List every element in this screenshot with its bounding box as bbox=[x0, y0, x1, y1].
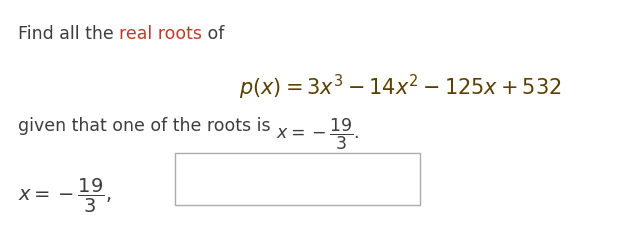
FancyBboxPatch shape bbox=[175, 153, 420, 205]
Text: of: of bbox=[203, 25, 225, 43]
Text: real roots: real roots bbox=[119, 25, 203, 43]
Text: $p(x) = 3x^3 - 14x^2 - 125x + 532$: $p(x) = 3x^3 - 14x^2 - 125x + 532$ bbox=[239, 73, 562, 102]
Text: $x = -\dfrac{19}{3}$,: $x = -\dfrac{19}{3}$, bbox=[18, 177, 112, 215]
Text: given that one of the roots is: given that one of the roots is bbox=[18, 117, 276, 135]
Text: $x = -\dfrac{19}{3}$.: $x = -\dfrac{19}{3}$. bbox=[276, 117, 360, 153]
Text: Find all the: Find all the bbox=[18, 25, 119, 43]
